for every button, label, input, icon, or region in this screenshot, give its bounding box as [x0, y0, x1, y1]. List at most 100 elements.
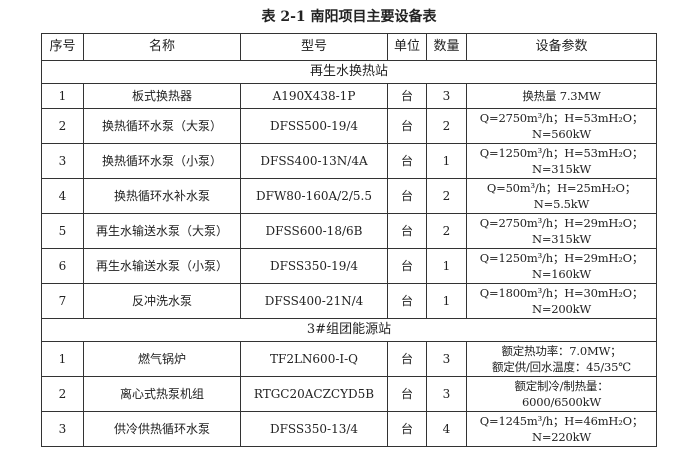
cell-params: Q=2750m³/h；H=29mH₂O； N=315kW [466, 213, 657, 249]
cell-qty: 2 [426, 178, 467, 214]
cell-params: Q=1245m³/h；H=46mH₂O； N=220kW [466, 411, 657, 447]
cell-model: DFSS400-13N/4A [240, 143, 388, 179]
cell-no: 3 [41, 143, 84, 179]
cell-unit: 台 [387, 248, 427, 284]
param-line: N=220kW [531, 430, 592, 444]
table-row: 4 换热循环水补水泵 DFW80-160A/2/5.5 台 2 Q=50m³/h… [41, 178, 657, 214]
cell-name: 板式换热器 [83, 83, 241, 109]
cell-no: 5 [41, 213, 84, 249]
cell-no: 6 [41, 248, 84, 284]
param-line: Q=1250m³/h；H=29mH₂O； [479, 251, 644, 265]
cell-name: 燃气锅炉 [83, 341, 241, 377]
cell-name: 换热循环水泵（小泵） [83, 143, 241, 179]
cell-name: 换热循环水补水泵 [83, 178, 241, 214]
cell-model: DFSS500-19/4 [240, 108, 388, 144]
cell-qty: 3 [426, 341, 467, 377]
cell-params: 额定制冷/制热量： 6000/6500kW [466, 376, 657, 412]
cell-qty: 2 [426, 108, 467, 144]
header-row: 序号 名称 型号 单位 数量 设备参数 [41, 33, 657, 61]
param-line: N=315kW [531, 162, 592, 176]
param-line: 换热量 7.3MW [522, 89, 601, 103]
cell-params: Q=50m³/h；H=25mH₂O； N=5.5kW [466, 178, 657, 214]
cell-unit: 台 [387, 341, 427, 377]
cell-name: 再生水输送水泵（大泵） [83, 213, 241, 249]
cell-model: RTGC20ACZCYD5B [240, 376, 388, 412]
table-row: 2 离心式热泵机组 RTGC20ACZCYD5B 台 3 额定制冷/制热量： 60… [41, 376, 657, 412]
cell-unit: 台 [387, 83, 427, 109]
param-line: Q=1245m³/h；H=46mH₂O； [479, 414, 644, 428]
param-line: 额定制冷/制热量： [514, 379, 609, 393]
cell-unit: 台 [387, 411, 427, 447]
cell-model: DFSS350-13/4 [240, 411, 388, 447]
cell-qty: 4 [426, 411, 467, 447]
header-no: 序号 [41, 33, 84, 61]
cell-qty: 2 [426, 213, 467, 249]
table-row: 5 再生水输送水泵（大泵） DFSS600-18/6B 台 2 Q=2750m³… [41, 213, 657, 249]
cell-name: 供冷供热循环水泵 [83, 411, 241, 447]
param-line: N=560kW [531, 127, 592, 141]
cell-unit: 台 [387, 213, 427, 249]
param-line: N=160kW [531, 267, 592, 281]
header-unit: 单位 [387, 33, 427, 61]
cell-name: 再生水输送水泵（小泵） [83, 248, 241, 284]
table-row: 7 反冲洗水泵 DFSS400-21N/4 台 1 Q=1800m³/h；H=3… [41, 283, 657, 319]
param-line: N=5.5kW [533, 197, 590, 211]
param-line: Q=50m³/h；H=25mH₂O； [486, 181, 637, 195]
cell-name: 反冲洗水泵 [83, 283, 241, 319]
section-row: 3#组团能源站 [41, 318, 657, 342]
cell-unit: 台 [387, 283, 427, 319]
section-title: 再生水换热站 [41, 60, 657, 84]
param-line: Q=1800m³/h；H=30mH₂O； [479, 286, 644, 300]
section-row: 再生水换热站 [41, 60, 657, 84]
param-line: 额定热功率：7.0MW； [501, 344, 622, 358]
cell-unit: 台 [387, 178, 427, 214]
param-line: 额定供/回水温度：45/35℃ [492, 360, 631, 374]
cell-params: Q=1250m³/h；H=29mH₂O； N=160kW [466, 248, 657, 284]
cell-model: DFW80-160A/2/5.5 [240, 178, 388, 214]
cell-unit: 台 [387, 108, 427, 144]
cell-qty: 1 [426, 143, 467, 179]
table-row: 1 燃气锅炉 TF2LN600-I-Q 台 3 额定热功率：7.0MW； 额定供/… [41, 341, 657, 377]
table-row: 3 换热循环水泵（小泵） DFSS400-13N/4A 台 1 Q=1250m³… [41, 143, 657, 179]
table-row: 1 板式换热器 A190X438-1P 台 3 换热量 7.3MW [41, 83, 657, 109]
cell-no: 7 [41, 283, 84, 319]
cell-model: TF2LN600-I-Q [240, 341, 388, 377]
param-line: Q=2750m³/h；H=29mH₂O； [479, 216, 644, 230]
cell-no: 2 [41, 108, 84, 144]
table-row: 6 再生水输送水泵（小泵） DFSS350-19/4 台 1 Q=1250m³/… [41, 248, 657, 284]
cell-no: 1 [41, 341, 84, 377]
cell-params: Q=1250m³/h；H=53mH₂O； N=315kW [466, 143, 657, 179]
section-title: 3#组团能源站 [41, 318, 657, 342]
param-line: N=200kW [531, 302, 592, 316]
table-title: 表 2-1 南阳项目主要设备表 [261, 9, 437, 25]
cell-qty: 3 [426, 83, 467, 109]
cell-params: Q=1800m³/h；H=30mH₂O； N=200kW [466, 283, 657, 319]
cell-qty: 3 [426, 376, 467, 412]
table-row: 2 换热循环水泵（大泵） DFSS500-19/4 台 2 Q=2750m³/h… [41, 108, 657, 144]
cell-params: 换热量 7.3MW [466, 83, 657, 109]
cell-name: 离心式热泵机组 [83, 376, 241, 412]
header-name: 名称 [83, 33, 241, 61]
cell-no: 4 [41, 178, 84, 214]
equipment-table: 序号 名称 型号 单位 数量 设备参数 再生水换热站 1 板式换热器 A190X4… [41, 33, 657, 447]
cell-params: Q=2750m³/h；H=53mH₂O； N=560kW [466, 108, 657, 144]
cell-model: DFSS400-21N/4 [240, 283, 388, 319]
param-line: Q=2750m³/h；H=53mH₂O； [479, 111, 644, 125]
cell-no: 1 [41, 83, 84, 109]
cell-model: A190X438-1P [240, 83, 388, 109]
param-line: Q=1250m³/h；H=53mH₂O； [479, 146, 644, 160]
cell-no: 3 [41, 411, 84, 447]
cell-qty: 1 [426, 283, 467, 319]
cell-params: 额定热功率：7.0MW； 额定供/回水温度：45/35℃ [466, 341, 657, 377]
param-line: 6000/6500kW [522, 395, 601, 409]
header-params: 设备参数 [466, 33, 657, 61]
param-line: N=315kW [531, 232, 592, 246]
cell-unit: 台 [387, 143, 427, 179]
cell-name: 换热循环水泵（大泵） [83, 108, 241, 144]
cell-model: DFSS350-19/4 [240, 248, 388, 284]
cell-no: 2 [41, 376, 84, 412]
table-row: 3 供冷供热循环水泵 DFSS350-13/4 台 4 Q=1245m³/h；H… [41, 411, 657, 447]
header-qty: 数量 [426, 33, 467, 61]
cell-unit: 台 [387, 376, 427, 412]
header-model: 型号 [240, 33, 388, 61]
